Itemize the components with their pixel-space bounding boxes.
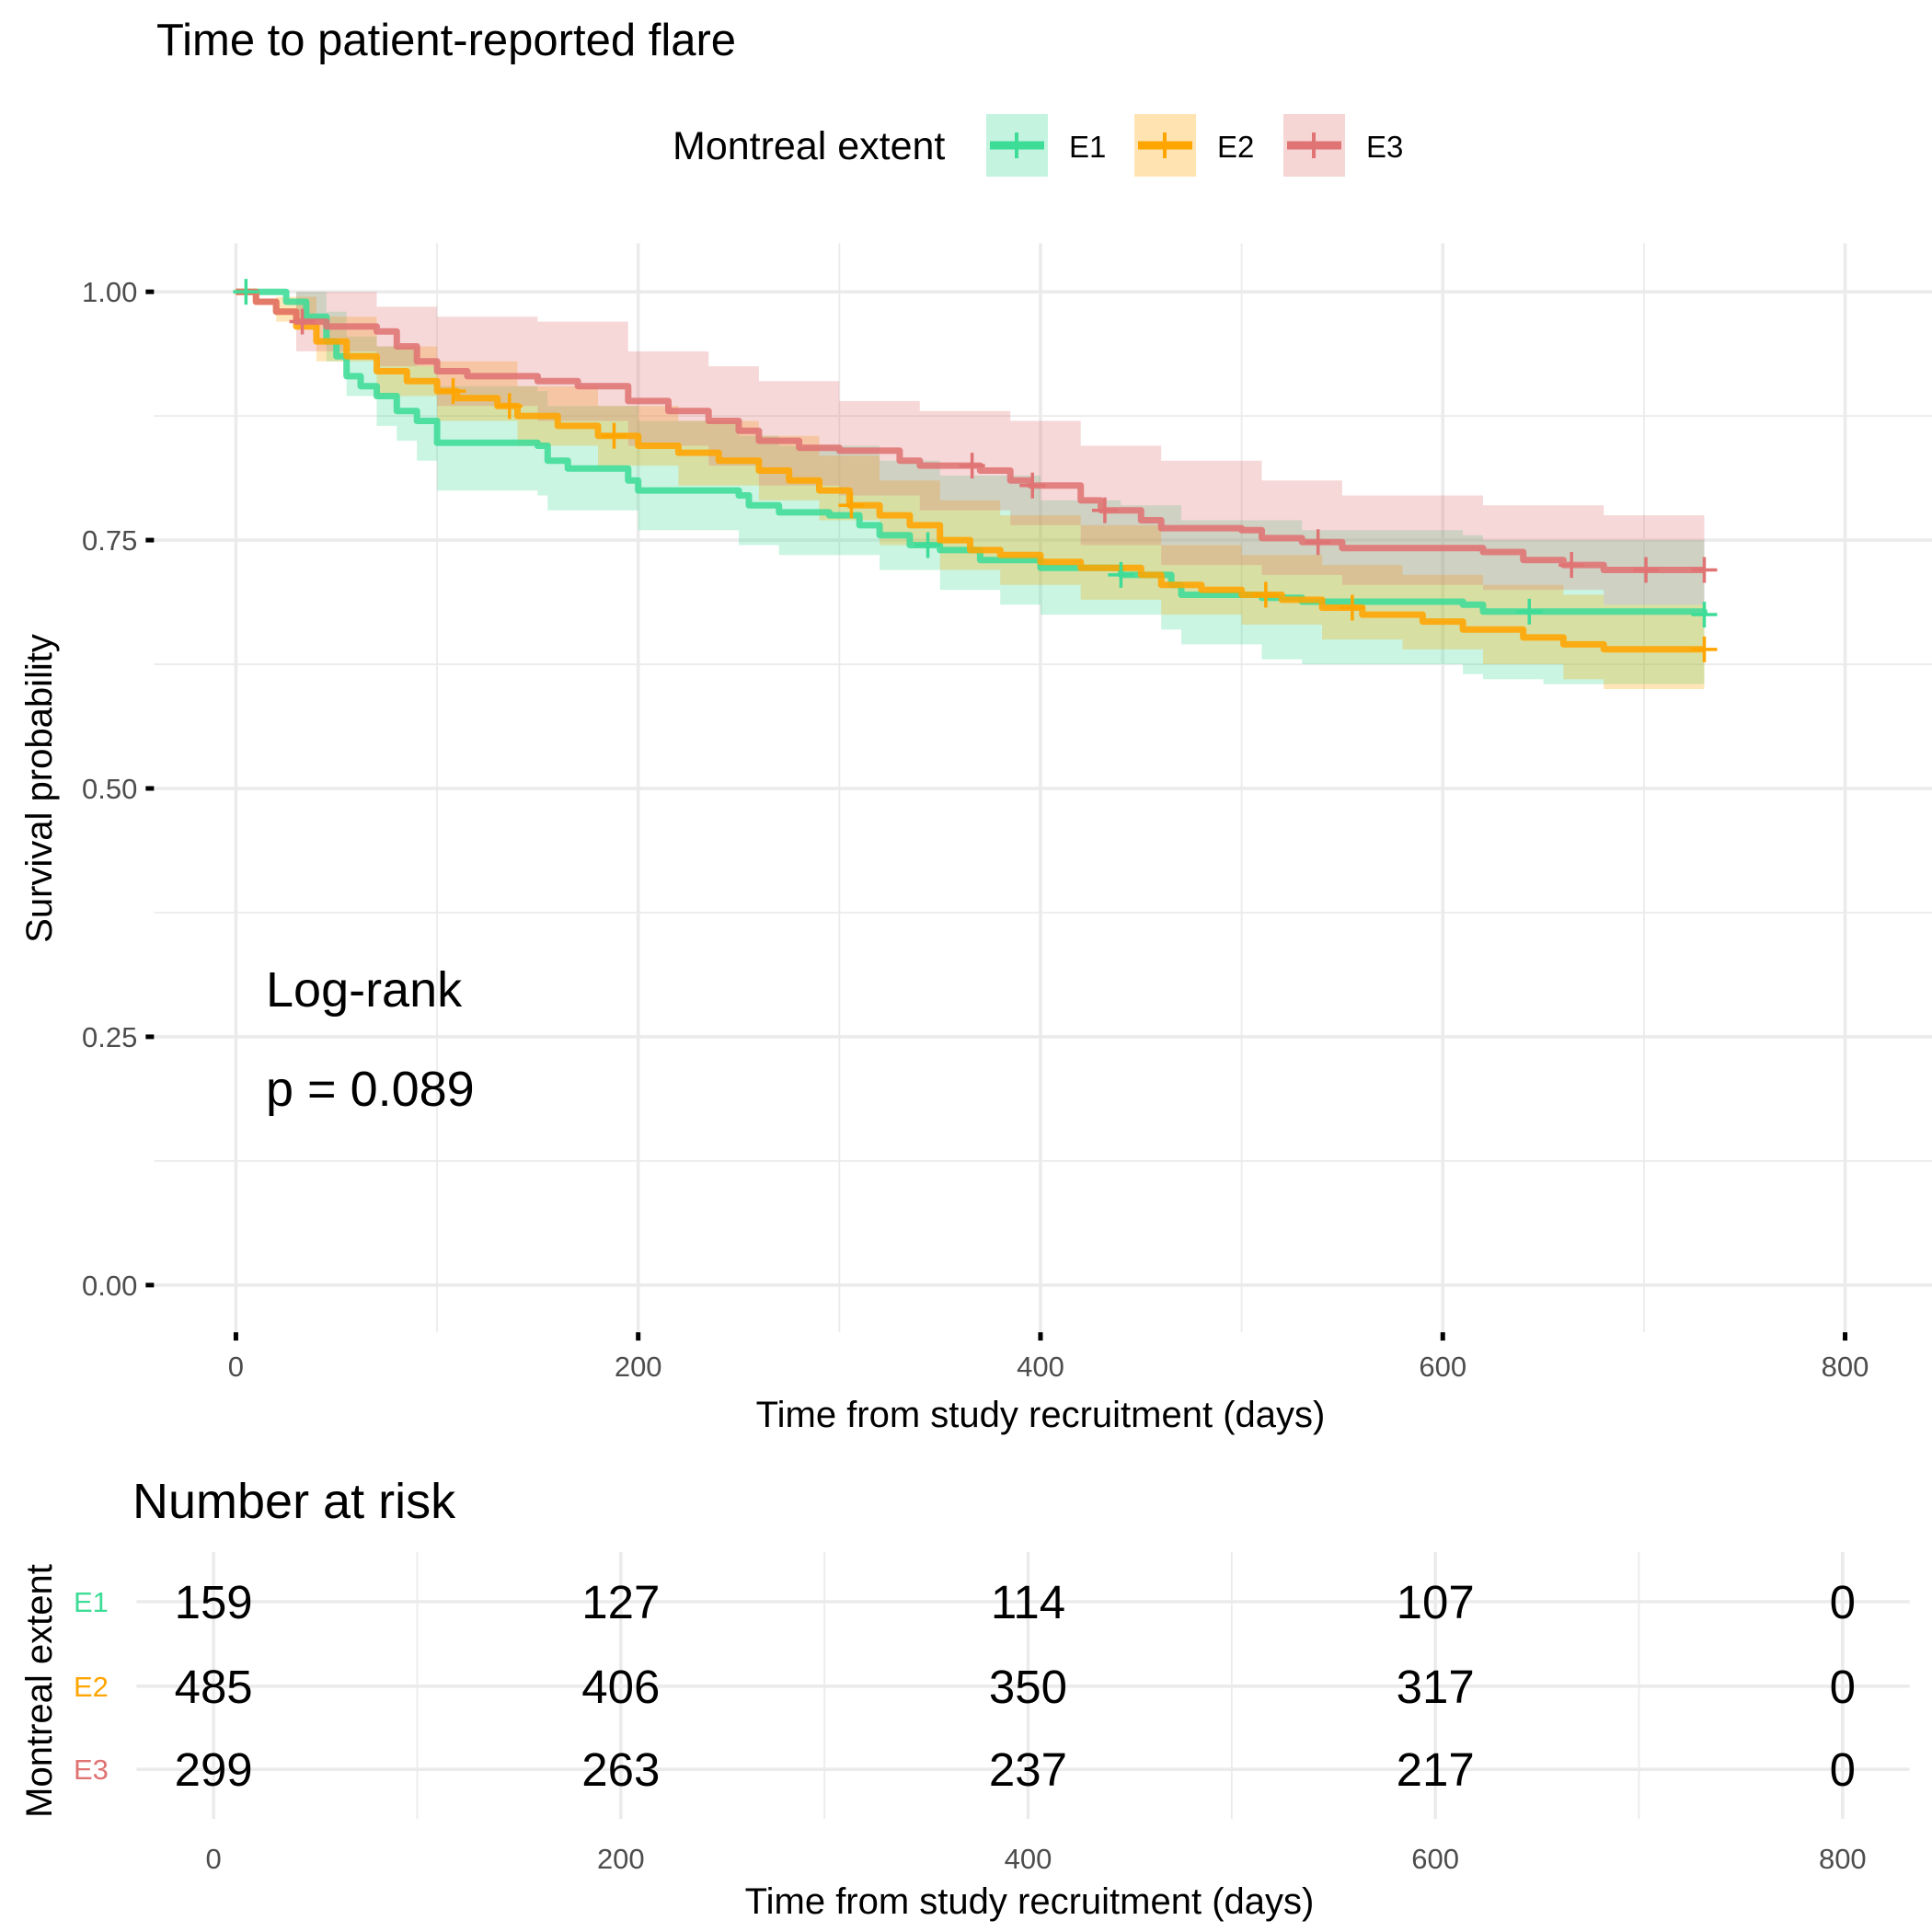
ci-band-e1 [236,292,1705,689]
km-curve-e2 [236,288,1705,653]
risk-group-label-e3: E3 [74,1754,109,1786]
risk-table-title: Number at risk [132,1474,456,1529]
y-tick-label: 0.50 [82,773,137,805]
risk-x-tick-label: 0 [206,1843,222,1875]
y-tick-label: 0.75 [82,524,137,557]
x-tick-label: 800 [1822,1351,1869,1383]
risk-group-label-e1: E1 [74,1586,109,1618]
risk-x-tick-label: 200 [597,1843,645,1875]
risk-value: 0 [1830,1576,1856,1628]
risk-value: 0 [1830,1743,1856,1796]
legend-item-e1: E1 [986,114,1106,177]
y-tick-label: 0.25 [82,1021,137,1053]
risk-x-tick-label: 600 [1411,1843,1459,1875]
risk-value: 107 [1397,1576,1475,1628]
chart-title: Time to patient-reported flare [156,16,736,65]
risk-value: 159 [175,1576,253,1628]
y-tick-label: 0.00 [82,1270,137,1302]
x-tick-label: 600 [1419,1351,1466,1383]
ci-band-e3 [236,292,1705,605]
risk-table-x-title: Time from study recruitment (days) [745,1881,1315,1922]
km-curve-e3 [236,288,1705,573]
risk-value: 237 [989,1743,1067,1796]
risk-value: 406 [581,1661,660,1713]
risk-x-tick-label: 800 [1819,1843,1867,1875]
legend-label-e1: E1 [1069,130,1106,164]
legend: Montreal extent E1 E2 E3 [673,114,1403,177]
risk-x-tick-label: 400 [1005,1843,1052,1875]
legend-label-e2: E2 [1217,130,1254,164]
risk-value: 299 [175,1743,253,1796]
legend-title: Montreal extent [673,124,945,168]
risk-value: 0 [1830,1661,1856,1713]
risk-value: 114 [991,1576,1065,1628]
risk-table: E1 159 127 114 107 0 E2 485 406 350 317 0 E3 299 263 23… [74,1552,1910,1875]
y-axis-title: Survival probability [19,634,60,943]
x-axis-title: Time from study recruitment (days) [756,1395,1326,1435]
plot-grid [154,243,1932,1333]
risk-value: 317 [1397,1661,1475,1713]
x-tick-label: 400 [1017,1351,1064,1383]
plot-axes: 0.00 0.25 0.50 0.75 1.00 0 200 400 600 800 [82,276,1869,1383]
risk-value: 485 [175,1661,253,1713]
legend-item-e2: E2 [1134,114,1254,177]
risk-group-label-e2: E2 [74,1671,109,1703]
legend-item-e3: E3 [1283,114,1403,177]
risk-table-y-title: Montreal extent [19,1564,60,1818]
y-tick-label: 1.00 [82,276,137,308]
survival-curves [236,288,1708,653]
ci-band-e2 [236,292,1705,689]
legend-label-e3: E3 [1366,130,1403,164]
risk-value: 263 [581,1743,660,1796]
risk-value: 350 [989,1661,1067,1713]
censor-marks [233,279,1718,662]
confidence-bands [236,292,1705,689]
x-tick-label: 0 [228,1351,244,1383]
p-value-label: p = 0.089 [266,1062,475,1117]
risk-value: 217 [1397,1743,1475,1796]
risk-value: 127 [581,1576,660,1628]
logrank-label: Log-rank [266,962,463,1018]
x-tick-label: 200 [615,1351,662,1383]
